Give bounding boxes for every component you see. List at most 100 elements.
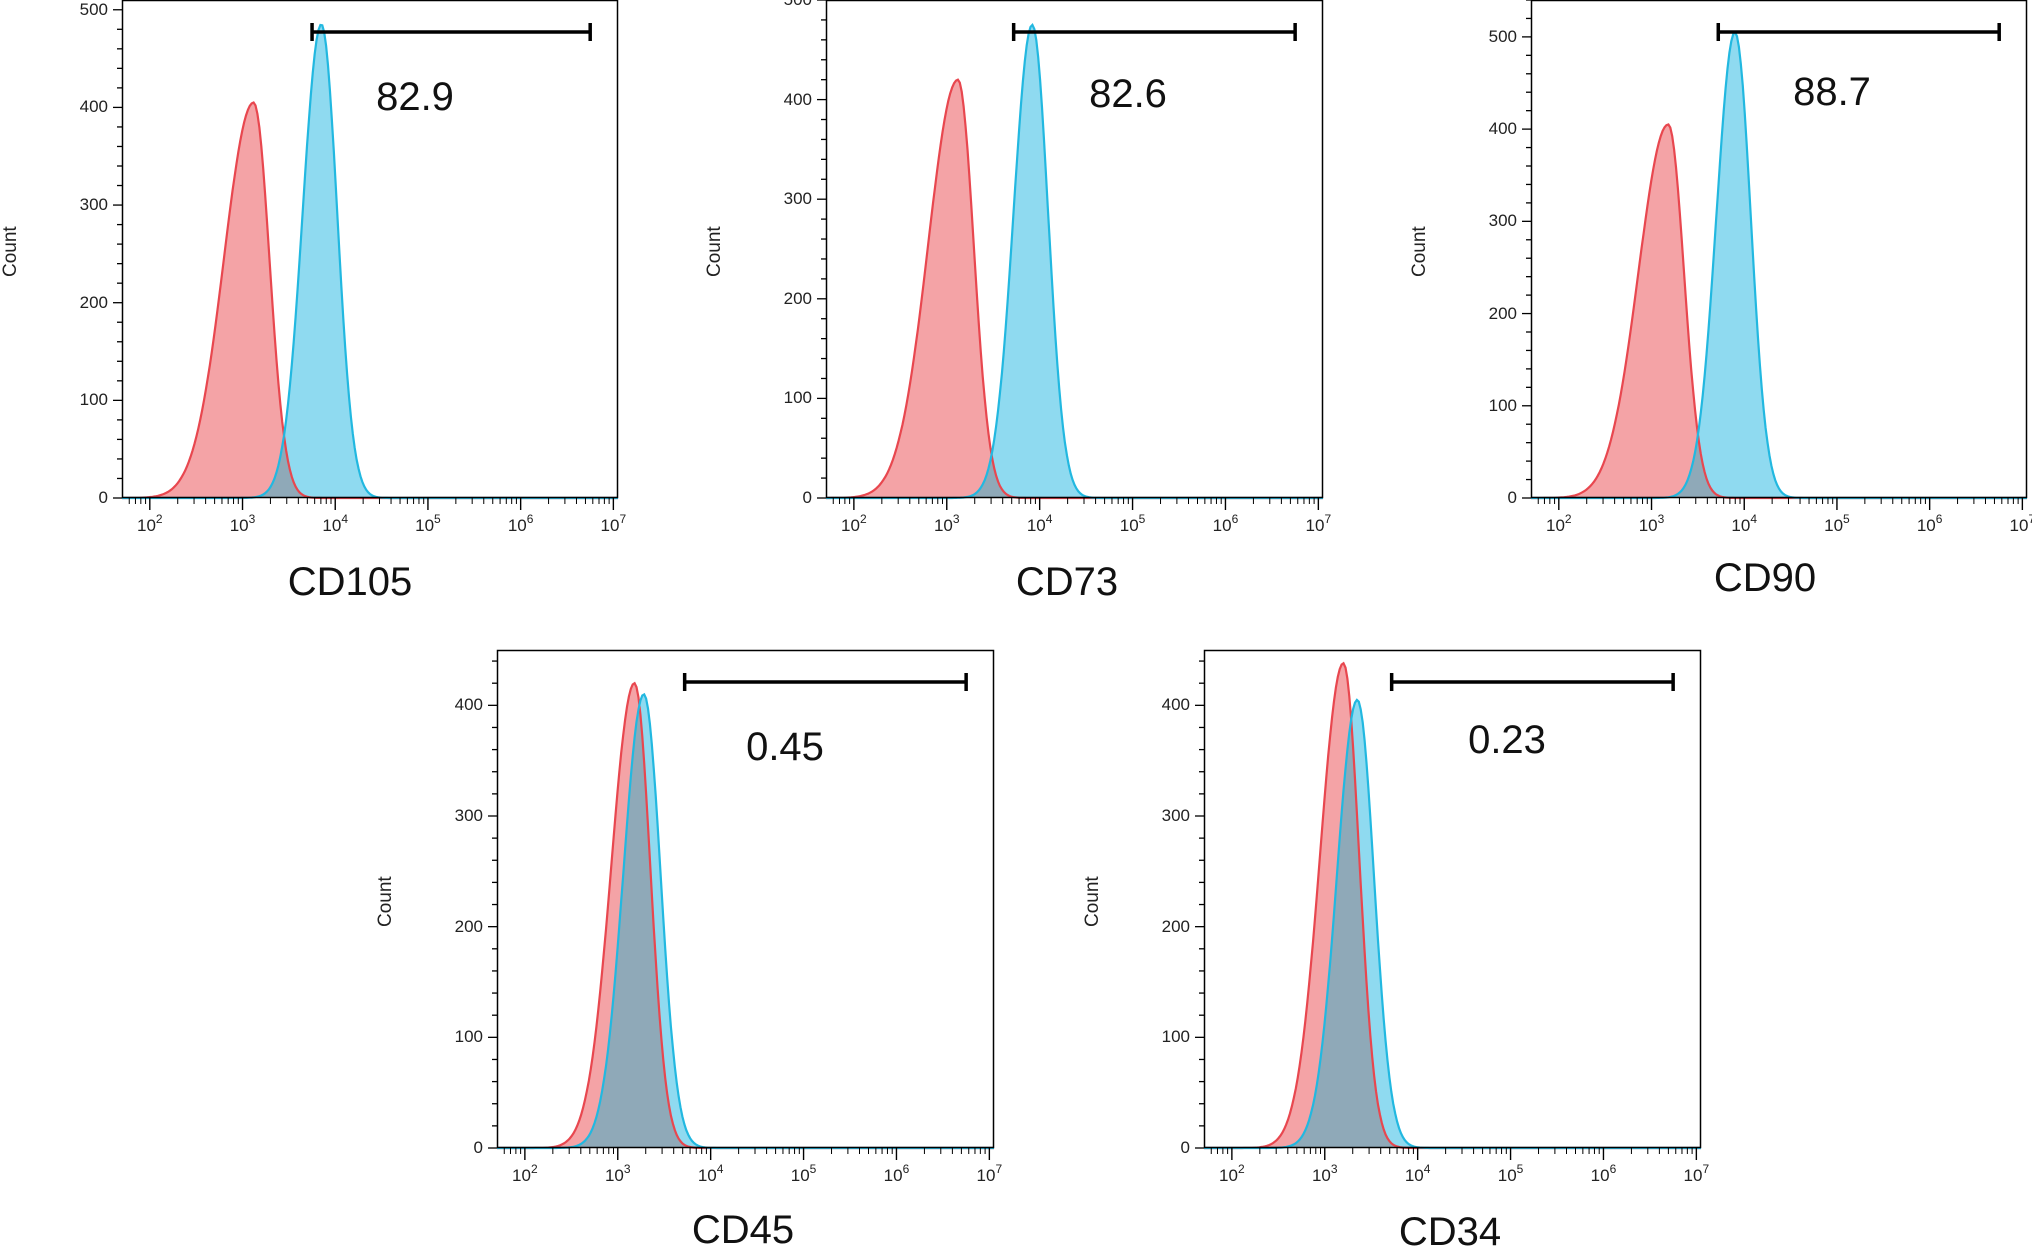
x-tick-label: 102 [137,512,163,535]
gate-percentage-label: 0.45 [746,725,824,769]
x-tick-label: 105 [415,512,441,535]
y-axis-label: Count [1082,876,1103,927]
y-tick-label: 300 [454,806,483,825]
y-tick-label: 200 [79,292,108,312]
y-tick-label: 300 [1161,806,1190,825]
histogram-line-stained [1204,698,1701,1150]
y-tick-label: 300 [79,195,108,215]
x-tick-label: 106 [883,1162,910,1185]
plot-frame [121,0,619,499]
y-tick-label: 400 [454,695,483,715]
x-tick-label: 103 [1311,1162,1338,1185]
x-tick-label: 104 [1404,1162,1431,1185]
y-tick-label: 200 [783,288,812,308]
y-tick-label: 100 [79,390,108,410]
x-tick-label: 104 [322,512,349,535]
x-tick-label: 106 [1212,512,1239,535]
x-tick-label: 102 [841,512,867,535]
gate-percentage-label: 82.9 [376,75,454,119]
gate-percentage-label: 82.6 [1089,72,1167,116]
x-tick-label: 105 [1824,512,1850,535]
y-tick-label: 300 [783,189,812,209]
x-axis-label: CD34 [1398,1210,1502,1254]
x-tick-label: 105 [1119,512,1146,535]
histogram-area-stained [826,24,1323,499]
x-axis-label: CD73 [1015,560,1119,604]
histogram-area-stained [1531,32,2027,499]
gate-percentage-label: 88.7 [1793,70,1871,114]
histogram-panel-cd73: 82.6 0 100 200 300 400 500 102 103 104 105 106 107 Co… [704,0,1331,604]
histogram-line-isotype [826,78,1323,500]
plot-svg [1195,649,1702,1160]
x-tick-label: 106 [1590,1162,1617,1185]
histogram-overlap [1204,719,1701,1148]
x-tick-label: 102 [512,1162,538,1185]
histogram-line-stained [826,22,1323,500]
x-tick-label: 105 [1497,1162,1524,1185]
x-axis-label: CD90 [1713,556,1817,600]
y-tick-label: 300 [1488,211,1517,231]
y-tick-label: 500 [766,0,812,10]
y-tick-label: 400 [783,89,812,109]
x-tick-label: 102 [1219,1162,1245,1185]
y-axis-label: Count [375,876,396,927]
gate-percentage-label: 0.23 [1468,718,1546,762]
histogram-panel-cd90: 88.7 0 100 200 300 400 500 102 103 104 105 106 107 Co… [1409,0,2032,600]
y-axis-label: Count [0,226,21,277]
histogram-area-isotype [1204,663,1701,1148]
plot-svg [488,649,995,1160]
histogram-line-isotype [1204,661,1701,1150]
histogram-line-isotype [1531,123,2027,500]
y-axis-label: Count [704,226,725,277]
histogram-area-isotype [826,79,1323,498]
y-tick-label: 500 [79,0,108,19]
y-tick-label: 100 [783,388,812,408]
y-tick-label: 0 [98,488,108,507]
x-tick-label: 107 [600,512,627,535]
x-tick-label: 106 [1916,512,1943,535]
x-tick-label: 104 [697,1162,724,1185]
x-tick-label: 105 [790,1162,817,1185]
histogram-area-isotype [122,102,618,498]
y-tick-label: 0 [473,1138,483,1157]
y-tick-label: 400 [1488,119,1517,139]
histogram-panel-cd45: 0.45 0 100 200 300 400 102 103 104 105 106 107 Count… [375,649,1002,1252]
plot-frame [1203,649,1702,1149]
y-tick-label: 100 [1161,1027,1190,1047]
y-tick-label: 400 [1161,695,1190,715]
y-tick-label: 200 [1488,303,1517,323]
y-tick-label: 0 [1507,488,1517,507]
x-tick-label: 103 [1638,512,1665,535]
y-axis-label: Count [1409,226,1430,277]
y-tick-label: 0 [802,488,812,507]
plot-svg [1522,0,2028,510]
x-tick-label: 106 [507,512,534,535]
x-tick-label: 107 [976,1162,1003,1185]
plot-frame [825,0,1324,499]
y-tick-label: 200 [454,916,483,936]
histogram-line-isotype [122,101,618,500]
y-tick-label: 0 [1180,1138,1190,1157]
x-tick-label: 103 [933,512,960,535]
x-tick-label: 103 [229,512,256,535]
plot-frame [496,649,995,1149]
histogram-overlap [497,709,994,1148]
plot-frame [1530,0,2028,499]
plot-svg [113,0,619,510]
x-tick-label: 102 [1546,512,1572,535]
histogram-line-stained [122,23,618,500]
y-tick-label: 100 [1488,395,1517,415]
y-tick-label: 500 [1488,26,1517,46]
histogram-area-isotype [1531,124,2027,498]
x-tick-label: 104 [1731,512,1758,535]
histogram-area-stained [1204,699,1701,1148]
x-tick-label: 107 [1305,512,1332,535]
x-tick-label: 103 [604,1162,631,1185]
x-axis-label: CD45 [691,1208,795,1252]
plot-svg [817,0,1324,510]
x-tick-label: 107 [2009,512,2032,535]
x-tick-label: 104 [1026,512,1053,535]
histogram-line-stained [1531,30,2027,500]
x-tick-label: 107 [1683,1162,1710,1185]
